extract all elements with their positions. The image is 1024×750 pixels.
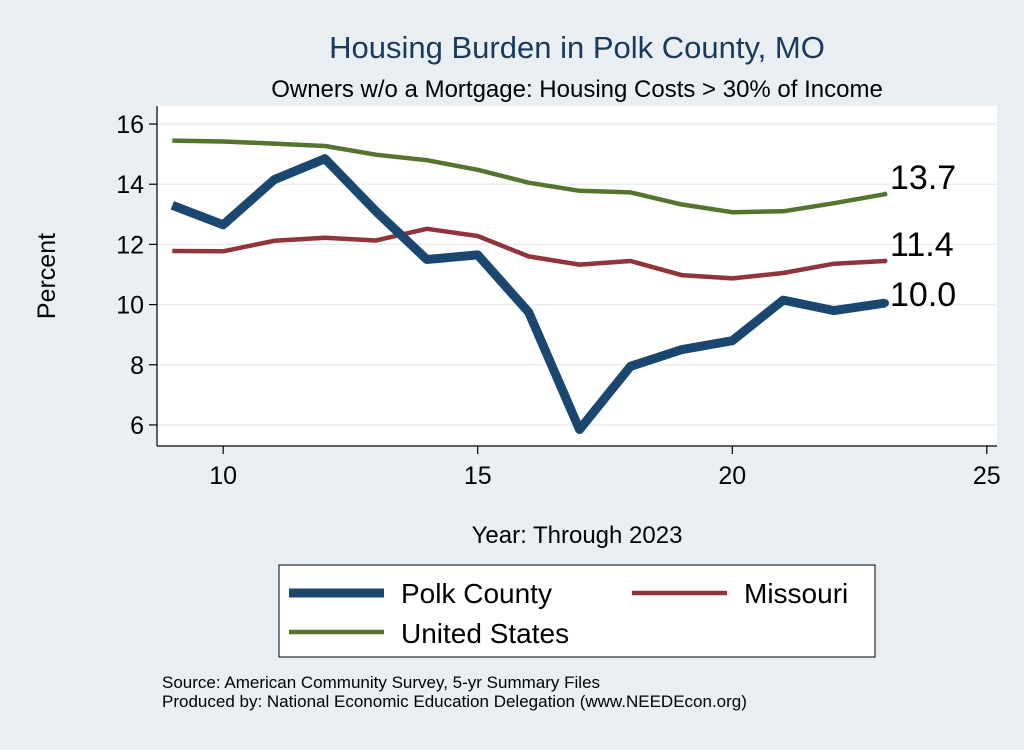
end-label-polk-county: 10.0: [890, 276, 956, 314]
series-lines: [170, 138, 889, 434]
y-tick-label-8: 8: [130, 352, 144, 380]
y-axis-label: Percent: [33, 233, 61, 319]
legend: Polk County Missouri United States: [278, 564, 876, 658]
end-label-united-states: 13.7: [890, 159, 956, 197]
series-line-polk-county: [170, 154, 886, 434]
x-tick-label-10: 10: [209, 462, 237, 490]
y-tick-label-10: 10: [116, 292, 144, 320]
end-point-polk-county: [881, 299, 889, 308]
series-line-united-states: [172, 138, 886, 215]
legend-label-united-states: United States: [401, 618, 569, 649]
legend-label-polk-county: Polk County: [401, 578, 552, 609]
grid-lines: [157, 123, 997, 426]
axis-ticks: 6 8 10 12 14 16 10 15 20 25: [116, 111, 1001, 490]
x-axis-label: Year: Through 2023: [472, 522, 683, 549]
end-label-missouri: 11.4: [890, 226, 954, 264]
end-point-missouri: [882, 258, 888, 264]
x-tick-label-15: 15: [464, 462, 492, 490]
end-point-united-states: [882, 191, 888, 197]
producer-note: Produced by: National Economic Education…: [162, 692, 747, 711]
series-line-missouri: [172, 226, 886, 281]
chart-subtitle: Owners w/o a Mortgage: Housing Costs > 3…: [271, 76, 883, 103]
chart-title: Housing Burden in Polk County, MO: [329, 30, 825, 65]
y-tick-label-14: 14: [116, 171, 144, 199]
x-tick-label-25: 25: [973, 462, 1001, 490]
y-tick-label-6: 6: [130, 412, 144, 440]
end-labels: 13.7 11.4 10.0: [890, 159, 956, 314]
y-tick-label-16: 16: [116, 111, 144, 139]
plot-area: [157, 106, 997, 446]
y-tick-label-12: 12: [116, 231, 144, 259]
source-note: Source: American Community Survey, 5-yr …: [162, 673, 600, 692]
legend-label-missouri: Missouri: [744, 578, 848, 609]
legend-box: [278, 564, 876, 658]
x-tick-label-20: 20: [718, 462, 746, 490]
